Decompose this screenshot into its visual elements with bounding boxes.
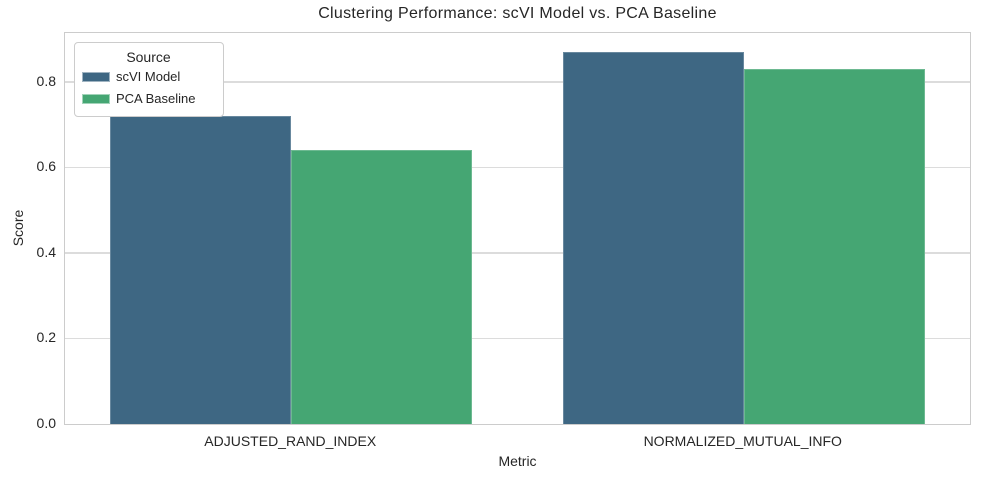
gridline — [65, 166, 970, 169]
legend-title: Source — [126, 49, 171, 65]
y-tick-label: 0.6 — [36, 158, 56, 175]
y-tick-label: 0.2 — [36, 329, 56, 346]
legend-swatch-icon — [82, 72, 110, 82]
gridline — [65, 81, 970, 83]
y-tick-label: 0.0 — [36, 415, 56, 431]
chart-title: Clustering Performance: scVI Model vs. P… — [318, 5, 717, 22]
legend-swatch-icon — [82, 94, 110, 104]
gridline — [65, 252, 970, 254]
plot-area: Source scVI Model PCA Baseline — [64, 32, 971, 425]
x-tick-label: NORMALIZED_MUTUAL_INFO — [643, 433, 842, 449]
bar — [743, 68, 925, 424]
x-tick-label: ADJUSTED_RAND_INDEX — [204, 433, 377, 449]
gridline — [65, 337, 970, 340]
x-axis-label: Metric — [498, 453, 537, 469]
bar — [110, 115, 292, 424]
legend: Source scVI Model PCA Baseline — [74, 42, 224, 117]
legend-entry: scVI Model — [82, 66, 215, 88]
legend-label: PCA Baseline — [116, 91, 196, 106]
bar — [562, 51, 744, 424]
bar — [291, 150, 473, 424]
legend-entries: scVI Model PCA Baseline — [82, 66, 215, 110]
y-axis-label: Score — [10, 209, 26, 247]
legend-label: scVI Model — [116, 69, 181, 84]
y-tick-label: 0.4 — [36, 243, 56, 260]
legend-entry: PCA Baseline — [82, 88, 215, 110]
y-tick-label: 0.8 — [36, 72, 56, 89]
